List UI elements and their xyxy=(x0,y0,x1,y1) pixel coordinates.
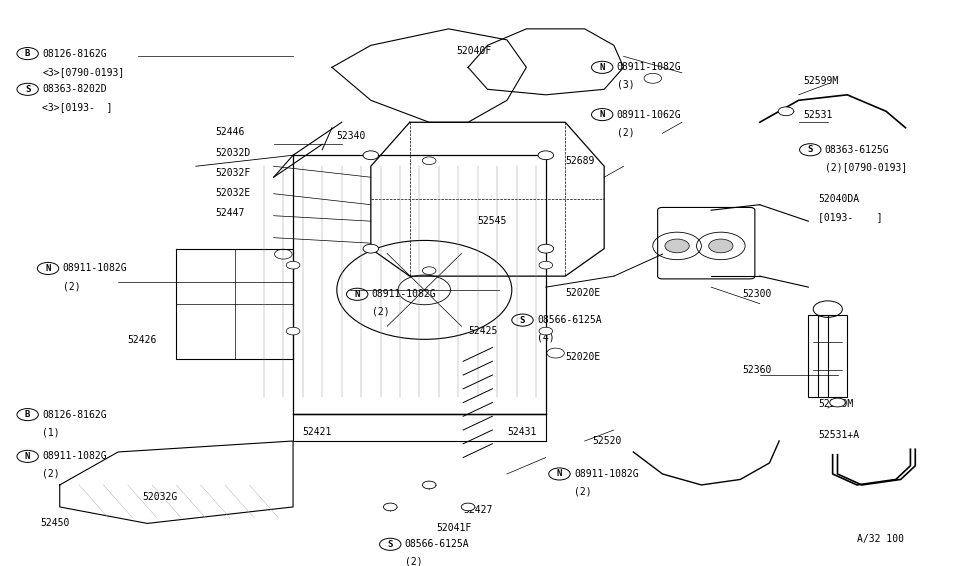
Text: 52520: 52520 xyxy=(593,436,622,446)
Circle shape xyxy=(539,261,553,269)
Text: 08126-8162G: 08126-8162G xyxy=(42,49,107,59)
Text: 52599M: 52599M xyxy=(818,398,853,409)
Text: (2): (2) xyxy=(574,487,592,496)
Text: 08126-8162G: 08126-8162G xyxy=(42,410,107,419)
Text: B: B xyxy=(25,410,30,419)
Text: [0193-    ]: [0193- ] xyxy=(818,212,882,222)
Text: 08911-1062G: 08911-1062G xyxy=(617,110,682,119)
Text: (2): (2) xyxy=(62,281,80,291)
Text: 08363-8202D: 08363-8202D xyxy=(42,84,107,95)
Text: N: N xyxy=(355,290,360,299)
Text: S: S xyxy=(520,316,526,325)
Text: 52300: 52300 xyxy=(742,289,771,299)
Text: 52427: 52427 xyxy=(463,505,492,515)
Text: 52531+A: 52531+A xyxy=(818,431,859,440)
Circle shape xyxy=(287,261,300,269)
Text: 08911-1082G: 08911-1082G xyxy=(62,263,128,273)
Text: 52599M: 52599M xyxy=(803,75,838,85)
Text: S: S xyxy=(807,145,813,155)
Circle shape xyxy=(422,481,436,489)
Circle shape xyxy=(538,151,554,160)
Text: 08911-1082G: 08911-1082G xyxy=(371,289,437,299)
Text: B: B xyxy=(25,49,30,58)
Text: (2): (2) xyxy=(371,307,389,317)
Circle shape xyxy=(709,239,733,253)
Circle shape xyxy=(383,503,397,511)
Bar xyxy=(808,315,847,397)
Text: (2): (2) xyxy=(617,127,635,137)
Text: 52450: 52450 xyxy=(40,518,69,529)
Circle shape xyxy=(422,267,436,275)
Circle shape xyxy=(539,327,553,335)
Text: 08566-6125A: 08566-6125A xyxy=(405,539,470,549)
Text: 52360: 52360 xyxy=(742,365,771,375)
Text: (2): (2) xyxy=(405,557,422,566)
Text: 52531: 52531 xyxy=(803,110,833,119)
Text: 52545: 52545 xyxy=(478,216,507,226)
Text: N: N xyxy=(600,110,604,119)
Circle shape xyxy=(287,327,300,335)
Circle shape xyxy=(363,245,378,253)
Text: N: N xyxy=(25,452,30,461)
Text: 52032F: 52032F xyxy=(215,168,251,178)
Text: S: S xyxy=(388,540,393,549)
Text: <3>[0193-  ]: <3>[0193- ] xyxy=(42,102,113,112)
Circle shape xyxy=(363,151,378,160)
Text: (2)[0790-0193]: (2)[0790-0193] xyxy=(825,162,907,172)
Text: 52032G: 52032G xyxy=(142,492,177,502)
Text: (3): (3) xyxy=(617,80,635,90)
Text: N: N xyxy=(46,264,51,273)
Text: (4): (4) xyxy=(537,333,555,342)
Text: 52446: 52446 xyxy=(215,127,245,137)
Text: 52032E: 52032E xyxy=(215,188,251,198)
Text: 52040F: 52040F xyxy=(456,46,491,56)
Text: 52425: 52425 xyxy=(468,326,497,336)
Circle shape xyxy=(461,503,475,511)
Text: N: N xyxy=(557,469,563,478)
Text: 52689: 52689 xyxy=(566,156,595,166)
Text: 52421: 52421 xyxy=(303,427,332,437)
Text: 52040DA: 52040DA xyxy=(818,194,859,204)
Circle shape xyxy=(830,398,845,407)
Text: 52447: 52447 xyxy=(215,208,245,218)
Circle shape xyxy=(778,107,794,115)
Text: 52041F: 52041F xyxy=(436,523,471,533)
Text: 08911-1082G: 08911-1082G xyxy=(617,62,682,72)
Text: N: N xyxy=(600,63,604,72)
Circle shape xyxy=(665,239,689,253)
Text: 08911-1082G: 08911-1082G xyxy=(42,451,107,461)
Text: 52020E: 52020E xyxy=(566,288,601,298)
Text: 52431: 52431 xyxy=(507,427,536,437)
Text: S: S xyxy=(25,85,30,94)
Text: 52340: 52340 xyxy=(336,131,367,141)
Text: 52020E: 52020E xyxy=(566,353,601,362)
Text: (2): (2) xyxy=(42,469,59,479)
Text: 52032D: 52032D xyxy=(215,148,251,157)
Text: A/32 100: A/32 100 xyxy=(857,534,904,544)
Text: 08363-6125G: 08363-6125G xyxy=(825,145,889,155)
Text: 52426: 52426 xyxy=(128,335,157,345)
Text: (1): (1) xyxy=(42,427,59,437)
Circle shape xyxy=(538,245,554,253)
Text: 08911-1082G: 08911-1082G xyxy=(574,469,639,479)
Text: <3>[0790-0193]: <3>[0790-0193] xyxy=(42,67,125,77)
Circle shape xyxy=(422,157,436,165)
Text: 08566-6125A: 08566-6125A xyxy=(537,315,602,325)
